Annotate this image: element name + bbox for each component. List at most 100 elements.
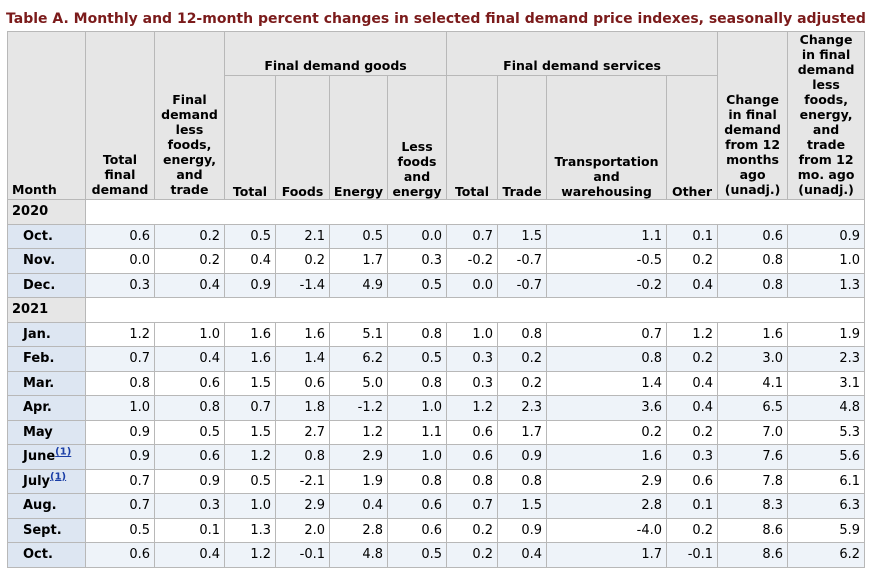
footnote-link[interactable]: (1) <box>55 446 72 458</box>
value-cell-services-transportation: 0.2 <box>546 419 668 445</box>
value-cell-services-trade: -0.7 <box>497 248 548 274</box>
value-cell-goods-foods: -2.1 <box>275 468 330 494</box>
value-cell-services-other: 0.2 <box>666 248 719 274</box>
col-header-total-final-demand: Total final demand <box>85 31 155 200</box>
header-group-row: Month Total final demand Final demand less fo… <box>7 31 866 200</box>
month-label: Apr. <box>23 400 52 416</box>
value-cell-goods-total: 0.4 <box>224 248 276 274</box>
value-cell-goods-energy: 4.8 <box>329 542 388 568</box>
value-cell-services-trade: 0.8 <box>497 468 548 494</box>
value-cell-change-12-months: 0.6 <box>717 223 789 249</box>
col-header-goods-energy: Energy <box>329 74 388 201</box>
value-cell-goods-foods: 2.7 <box>275 419 330 445</box>
col-header-goods-total: Total <box>224 74 276 201</box>
value-cell-change-less-12-months: 6.1 <box>787 468 866 494</box>
table-row: Mar. 0.8 0.6 1.5 0.6 5.0 0.8 0.3 0.2 1.4 0.4 4.1 3.1 <box>7 370 866 396</box>
value-cell-services-trade: 2.3 <box>497 395 548 421</box>
year-row-fill <box>84 199 866 225</box>
value-cell-services-other: 0.3 <box>666 444 719 470</box>
col-header-services-total: Total <box>446 74 499 201</box>
value-cell-goods-energy: 4.9 <box>329 272 388 298</box>
value-cell-services-trade: 0.2 <box>497 346 548 372</box>
value-cell-fd-less-foods-energy-trade: 0.8 <box>154 395 225 421</box>
year-label: 2020 <box>7 199 86 225</box>
value-cell-change-less-12-months: 5.6 <box>787 444 866 470</box>
month-cell: July(1) <box>7 468 86 494</box>
year-label: 2021 <box>7 297 86 323</box>
col-header-change-less-12-months: Change in final demand less foods, energy, and… <box>787 31 866 200</box>
value-cell-total-final-demand: 1.2 <box>85 321 155 347</box>
year-row: 2021 <box>7 297 866 323</box>
value-cell-services-transportation: -0.5 <box>546 248 668 274</box>
value-cell-services-transportation: -4.0 <box>546 517 668 543</box>
value-cell-services-trade: 0.9 <box>497 444 548 470</box>
value-cell-services-trade: 0.2 <box>497 370 548 396</box>
value-cell-services-transportation: 2.9 <box>546 468 668 494</box>
value-cell-change-12-months: 8.3 <box>717 493 789 519</box>
group-header-final-demand-services: Final demand services <box>446 31 719 76</box>
value-cell-services-other: 0.2 <box>666 346 719 372</box>
month-label: Feb. <box>23 351 55 367</box>
value-cell-services-transportation: -0.2 <box>546 272 668 298</box>
month-cell: Oct. <box>7 223 86 249</box>
value-cell-goods-total: 0.7 <box>224 395 276 421</box>
footnote-link[interactable]: (1) <box>50 471 67 483</box>
col-header-goods-less-foods-energy: Less foods and energy <box>386 74 448 201</box>
value-cell-goods-energy: 0.4 <box>329 493 388 519</box>
value-cell-services-trade: -0.7 <box>497 272 548 298</box>
value-cell-services-other: 0.2 <box>666 419 719 445</box>
value-cell-goods-foods: 2.1 <box>275 223 330 249</box>
value-cell-goods-less-foods-energy: 0.3 <box>386 248 448 274</box>
value-cell-total-final-demand: 0.7 <box>85 346 155 372</box>
value-cell-goods-less-foods-energy: 1.0 <box>386 444 448 470</box>
value-cell-goods-total: 1.6 <box>224 321 276 347</box>
header-column-row: Total Foods Energy Less foods and energy To… <box>8 74 865 201</box>
value-cell-goods-less-foods-energy: 0.0 <box>386 223 448 249</box>
col-header-services-other: Other <box>666 74 719 201</box>
value-cell-goods-less-foods-energy: 0.5 <box>386 272 448 298</box>
value-cell-change-12-months: 7.8 <box>717 468 789 494</box>
value-cell-services-trade: 1.5 <box>497 493 548 519</box>
value-cell-goods-energy: 1.7 <box>329 248 388 274</box>
value-cell-goods-foods: 1.8 <box>275 395 330 421</box>
table-row: Oct. 0.6 0.4 1.2 -0.1 4.8 0.5 0.2 0.4 1.7 -0.1 8.6 6… <box>7 542 866 568</box>
value-cell-goods-foods: 1.4 <box>275 346 330 372</box>
value-cell-total-final-demand: 1.0 <box>85 395 155 421</box>
value-cell-services-trade: 0.8 <box>497 321 548 347</box>
value-cell-total-final-demand: 0.8 <box>85 370 155 396</box>
month-label: Mar. <box>23 375 55 391</box>
value-cell-change-12-months: 0.8 <box>717 272 789 298</box>
col-header-month: Month <box>7 31 86 200</box>
value-cell-goods-less-foods-energy: 0.6 <box>386 517 448 543</box>
month-label: Jan. <box>23 326 51 342</box>
table-row: Aug. 0.7 0.3 1.0 2.9 0.4 0.6 0.7 1.5 2.8 0.1 8.3 6.3 <box>7 493 866 519</box>
table-row: May 0.9 0.5 1.5 2.7 1.2 1.1 0.6 1.7 0.2 0.2 7.0 5.3 <box>7 419 866 445</box>
month-cell: Dec. <box>7 272 86 298</box>
month-label: Sept. <box>23 522 62 538</box>
month-cell: Feb. <box>7 346 86 372</box>
value-cell-fd-less-foods-energy-trade: 0.9 <box>154 468 225 494</box>
value-cell-goods-less-foods-energy: 0.8 <box>386 468 448 494</box>
value-cell-goods-less-foods-energy: 1.0 <box>386 395 448 421</box>
value-cell-goods-total: 0.5 <box>224 223 276 249</box>
value-cell-total-final-demand: 0.7 <box>85 468 155 494</box>
value-cell-goods-total: 1.5 <box>224 419 276 445</box>
month-cell: Oct. <box>7 542 86 568</box>
value-cell-services-transportation: 1.4 <box>546 370 668 396</box>
value-cell-goods-energy: -1.2 <box>329 395 388 421</box>
table-row: Nov. 0.0 0.2 0.4 0.2 1.7 0.3 -0.2 -0.7 -0.5 0.2 0.8… <box>7 248 866 274</box>
value-cell-services-total: 0.0 <box>446 272 499 298</box>
value-cell-services-total: 0.8 <box>446 468 499 494</box>
value-cell-goods-energy: 1.2 <box>329 419 388 445</box>
year-row-fill <box>84 297 866 323</box>
value-cell-total-final-demand: 0.7 <box>85 493 155 519</box>
value-cell-change-less-12-months: 0.9 <box>787 223 866 249</box>
value-cell-goods-total: 1.2 <box>224 542 276 568</box>
month-cell: Sept. <box>7 517 86 543</box>
value-cell-goods-foods: 1.6 <box>275 321 330 347</box>
value-cell-goods-energy: 0.5 <box>329 223 388 249</box>
value-cell-goods-total: 1.0 <box>224 493 276 519</box>
table-row: Dec. 0.3 0.4 0.9 -1.4 4.9 0.5 0.0 -0.7 -0.2 0.4 0.8… <box>7 272 866 298</box>
month-label: Oct. <box>23 228 53 244</box>
value-cell-total-final-demand: 0.6 <box>85 223 155 249</box>
